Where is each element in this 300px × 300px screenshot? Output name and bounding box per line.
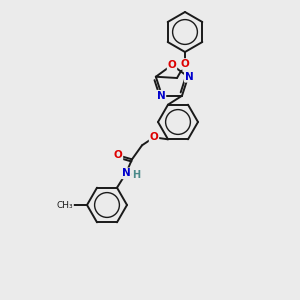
Text: O: O bbox=[168, 60, 176, 70]
Text: O: O bbox=[114, 150, 122, 160]
Text: N: N bbox=[157, 91, 165, 101]
Text: N: N bbox=[185, 72, 194, 82]
Text: H: H bbox=[132, 170, 140, 180]
Text: O: O bbox=[150, 132, 158, 142]
Text: N: N bbox=[122, 168, 130, 178]
Text: CH₃: CH₃ bbox=[56, 200, 73, 209]
Text: O: O bbox=[181, 59, 189, 69]
